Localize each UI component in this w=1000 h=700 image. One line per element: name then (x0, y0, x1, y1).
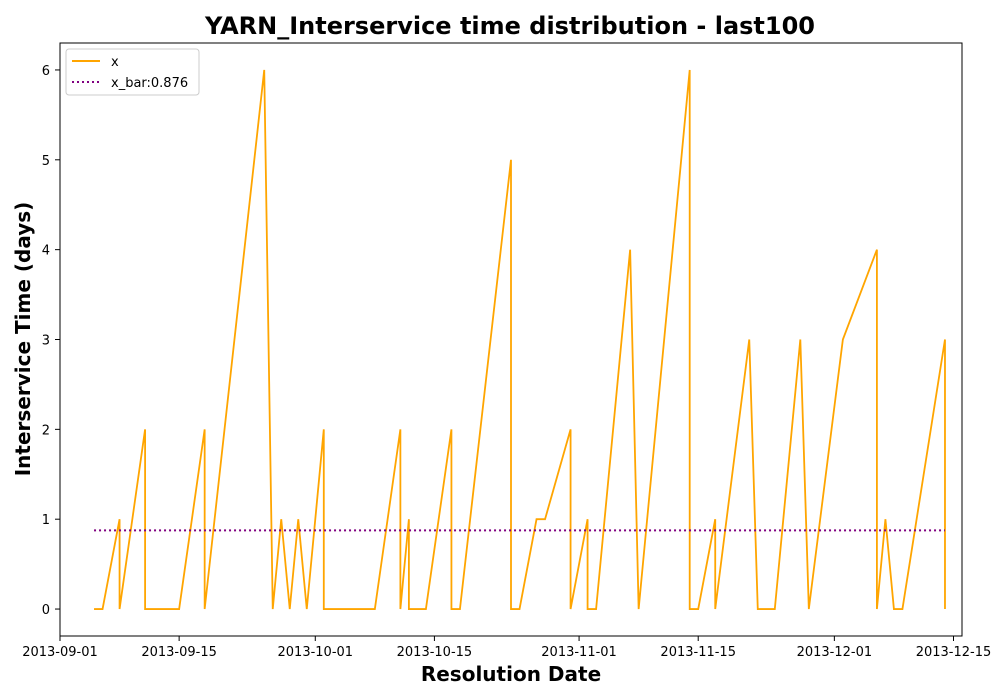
x-tick-label: 2013-09-15 (141, 645, 217, 660)
y-tick-label: 0 (42, 603, 50, 618)
y-tick-label: 1 (42, 513, 50, 528)
x-tick-label: 2013-12-01 (797, 645, 873, 660)
y-tick-label: 5 (42, 154, 50, 169)
chart-title: YARN_Interservice time distribution - la… (204, 12, 815, 40)
x-axis: 2013-09-01 2013-09-15 2013-10-01 2013-10-15… (22, 636, 991, 660)
x-tick-label: 2013-10-01 (278, 645, 354, 660)
y-tick-label: 4 (42, 244, 50, 259)
x-tick-label: 2013-12-15 (916, 645, 992, 660)
plot-area (94, 69, 946, 610)
x-tick-label: 2013-11-15 (660, 645, 736, 660)
y-axis-label: Interservice Time (days) (11, 202, 35, 477)
y-tick-label: 6 (42, 64, 50, 79)
legend-label-x: x (111, 55, 119, 70)
x-tick-label: 2013-11-01 (541, 645, 617, 660)
legend: x x_bar:0.876 (65, 48, 200, 96)
x-tick-label: 2013-09-01 (22, 645, 98, 660)
x-axis-label: Resolution Date (421, 662, 601, 686)
legend-label-x-bar: x_bar:0.876 (111, 76, 188, 91)
y-tick-label: 3 (42, 334, 50, 349)
y-tick-label: 2 (42, 423, 50, 438)
plot-frame (59, 42, 963, 637)
x-tick-label: 2013-10-15 (397, 645, 473, 660)
series-line-x (94, 69, 946, 610)
y-axis: 0 1 2 3 4 5 6 (42, 64, 60, 618)
